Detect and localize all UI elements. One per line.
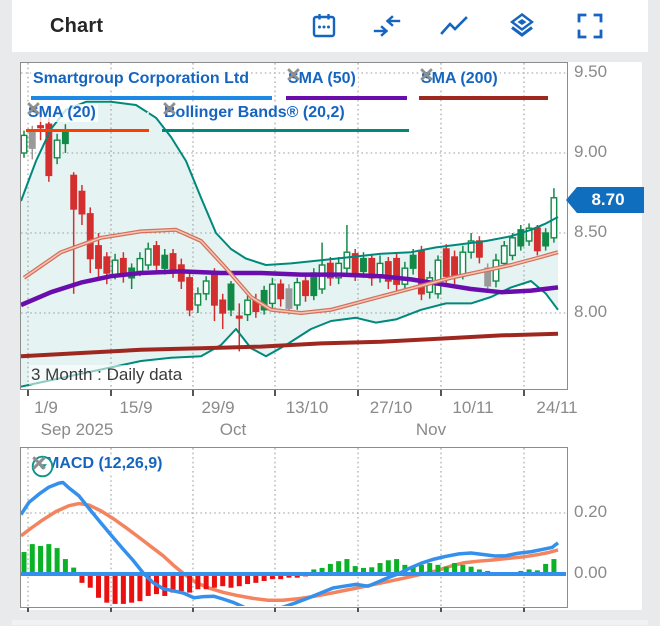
x-axis-label: 24/11 [536,398,578,417]
legend-color-bar [419,96,548,100]
legend-close-icon[interactable] [163,102,409,115]
x-axis-month-label: Oct [219,420,247,439]
legend-close-icon[interactable] [420,68,548,81]
legend-color-bar [31,96,272,100]
x-tick-mark [27,390,29,396]
legend-item-0: Smartgroup Corporation Ltd [31,67,272,91]
macd-tick-mark [523,608,525,612]
y-axis-label: 9.50 [574,62,608,81]
page-title: Chart [50,15,104,37]
x-axis-month-label: Nov [415,420,447,439]
bottom-divider [12,620,648,625]
calendar-icon[interactable] [309,11,339,41]
price-chart-panel[interactable]: Smartgroup Corporation Ltd SMA (50) SMA (2… [20,62,568,390]
legend-label: SMA (200) [419,70,500,88]
layers-icon[interactable] [507,11,537,41]
y-axis-label: 8.50 [574,222,608,241]
x-axis-label: 29/9 [201,398,235,417]
legend-item-3: SMA (20) [26,101,149,125]
macd-tick-mark [192,608,194,612]
macd-canvas [21,448,566,606]
macd-tick-mark [357,608,359,612]
legend-close-icon[interactable] [287,68,407,81]
macd-label: MACD (12,26,9) [44,455,165,473]
x-tick-mark [440,390,442,396]
range-footnote: 3 Month : Daily data [29,365,185,385]
legend-label: SMA (20) [26,104,98,122]
x-axis-label: 15/9 [119,398,153,417]
bollinger-lower-line [21,280,559,388]
x-tick-mark [523,390,525,396]
x-tick-mark [192,390,194,396]
legend-label: SMA (50) [286,70,358,88]
legend-color-bar [162,128,409,132]
candlestick-series [21,111,558,352]
x-tick-mark [110,390,112,396]
sma200-line [21,331,559,359]
chart-card: Smartgroup Corporation Ltd SMA (50) SMA (2… [20,62,644,612]
trendline-icon[interactable] [439,11,469,41]
x-tick-mark [274,390,276,396]
bollinger-upper-line [21,100,559,266]
macd-gridlines [21,448,566,606]
fullscreen-icon[interactable] [575,11,605,41]
x-axis-month-label: Sep 2025 [40,420,114,439]
legend-item-2: SMA (200) [419,67,548,91]
y-axis-label: 8.00 [574,302,608,321]
bollinger-fill [21,101,558,387]
compare-arrows-icon[interactable] [372,11,402,41]
macd-tick-mark [27,608,29,612]
y-axis-label: 9.00 [574,142,608,161]
legend-item-4: Bollinger Bands® (20,2) [162,101,409,125]
sma20-line-core [23,229,559,314]
x-axis-label: 27/10 [369,398,413,417]
macd-tick-mark [110,608,112,612]
x-axis-label: 13/10 [285,398,329,417]
x-axis-label: 1/9 [34,398,58,417]
macd-main-line [21,480,560,606]
legend-label: Bollinger Bands® (20,2) [162,104,347,122]
legend-close-icon[interactable] [27,102,149,115]
macd-panel[interactable]: MACD (12,26,9) [20,447,568,608]
macd-legend: MACD (12,26,9) [31,455,178,478]
legend-item-1: SMA (50) [286,67,407,91]
sma50-line [21,269,559,308]
x-tick-mark [357,390,359,396]
macd-signal-line [21,501,559,602]
macd-y-axis-label: 0.20 [574,502,608,521]
macd-close-icon[interactable] [32,456,178,470]
macd-y-axis-label: 0.00 [574,563,608,582]
macd-tick-mark [440,608,442,612]
price-chart-canvas [21,63,566,388]
last-price-badge: 8.70 [566,187,644,213]
x-axis-label: 10/11 [452,398,494,417]
header-bar: Chart [12,0,648,52]
legend-label: Smartgroup Corporation Ltd [31,70,251,88]
macd-tick-mark [274,608,276,612]
legend-color-bar [286,96,407,100]
legend-color-bar [26,128,149,132]
